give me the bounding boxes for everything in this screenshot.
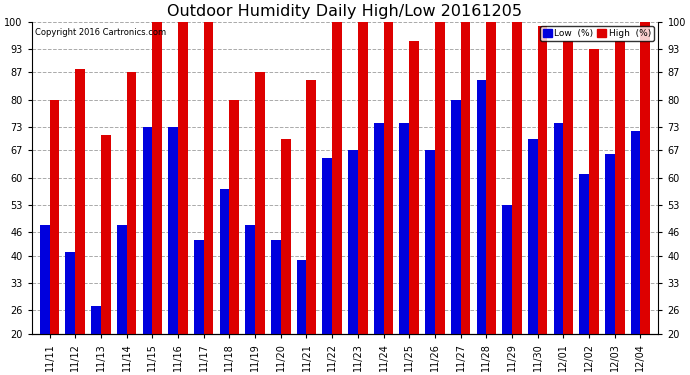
Bar — [425, 150, 435, 334]
Bar — [615, 41, 624, 334]
Bar — [255, 72, 265, 334]
Title: Outdoor Humidity Daily High/Low 20161205: Outdoor Humidity Daily High/Low 20161205 — [168, 4, 522, 19]
Text: Copyright 2016 Cartronics.com: Copyright 2016 Cartronics.com — [34, 28, 166, 37]
Bar — [297, 260, 306, 334]
Bar — [194, 240, 204, 334]
Bar — [75, 69, 85, 334]
Bar — [374, 123, 384, 334]
Bar — [152, 22, 162, 334]
Bar — [477, 80, 486, 334]
Bar — [306, 80, 316, 334]
Bar — [178, 22, 188, 334]
Bar — [589, 49, 599, 334]
Bar — [451, 100, 461, 334]
Bar — [348, 150, 358, 334]
Bar — [271, 240, 281, 334]
Bar — [640, 22, 650, 334]
Bar — [143, 127, 152, 334]
Bar — [101, 135, 110, 334]
Bar — [40, 225, 50, 334]
Bar — [281, 139, 290, 334]
Bar — [502, 205, 512, 334]
Bar — [229, 100, 239, 334]
Bar — [204, 22, 213, 334]
Bar — [117, 225, 127, 334]
Bar — [409, 41, 419, 334]
Legend: Low  (%), High  (%): Low (%), High (%) — [540, 26, 654, 40]
Bar — [563, 41, 573, 334]
Bar — [538, 26, 547, 334]
Bar — [246, 225, 255, 334]
Bar — [358, 22, 368, 334]
Bar — [528, 139, 538, 334]
Bar — [322, 158, 332, 334]
Bar — [66, 252, 75, 334]
Bar — [631, 131, 640, 334]
Bar — [168, 127, 178, 334]
Bar — [219, 189, 229, 334]
Bar — [400, 123, 409, 334]
Bar — [486, 22, 496, 334]
Bar — [332, 22, 342, 334]
Bar — [127, 72, 137, 334]
Bar — [512, 22, 522, 334]
Bar — [461, 22, 471, 334]
Bar — [50, 100, 59, 334]
Bar — [553, 123, 563, 334]
Bar — [91, 306, 101, 334]
Bar — [384, 22, 393, 334]
Bar — [605, 154, 615, 334]
Bar — [435, 22, 444, 334]
Bar — [580, 174, 589, 334]
